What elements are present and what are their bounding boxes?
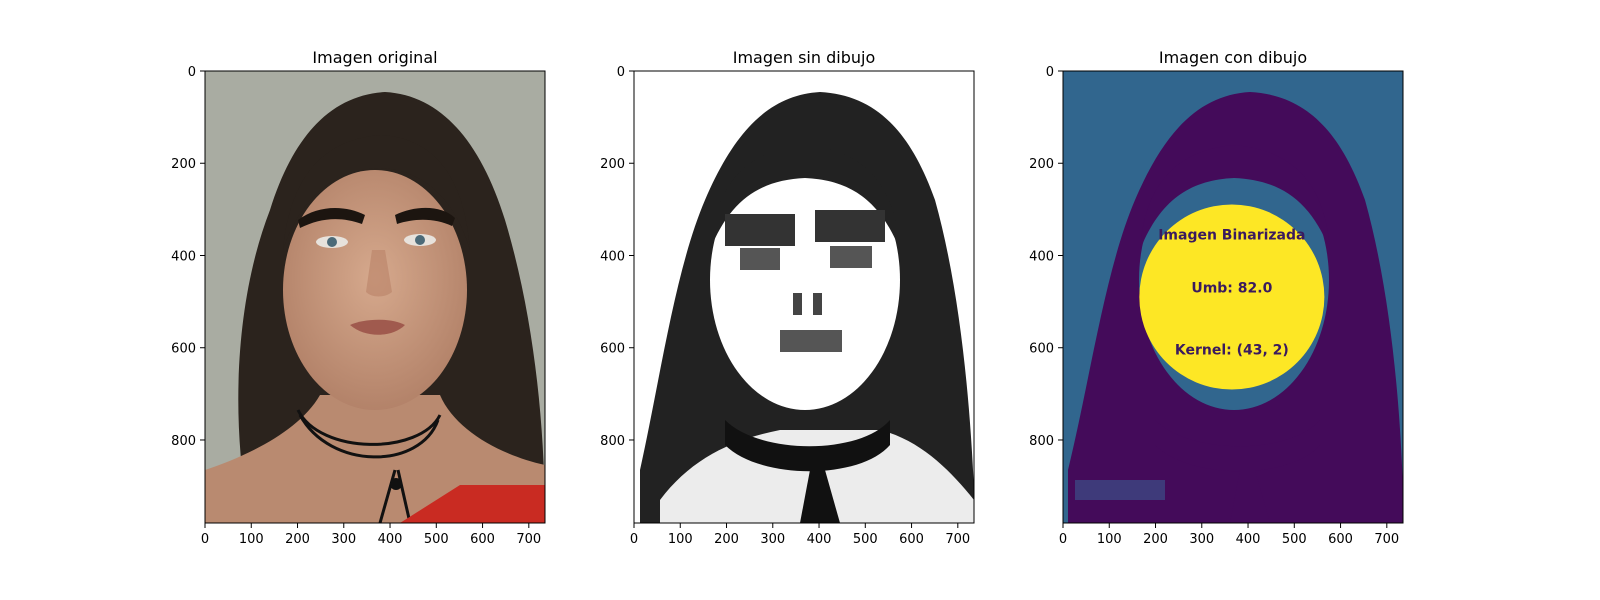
y-tick-label: 800 xyxy=(171,434,196,449)
x-tick-label: 0 xyxy=(1059,532,1067,547)
panel-title-viridis: Imagen con dibujo xyxy=(1159,48,1307,67)
y-tick-label: 400 xyxy=(1029,249,1054,264)
xaxis-viridis: 0 100 200 300 400 500 600 700 xyxy=(1059,523,1399,547)
y-tick-label: 0 xyxy=(617,65,625,80)
y-tick-label: 800 xyxy=(600,434,625,449)
x-tick-label: 300 xyxy=(331,532,356,547)
y-tick-label: 0 xyxy=(188,65,196,80)
threshold-circle xyxy=(1139,204,1325,390)
y-tick-label: 600 xyxy=(171,342,196,357)
panel-original: Imagen original xyxy=(171,48,546,547)
x-tick-label: 200 xyxy=(1143,532,1168,547)
x-tick-label: 600 xyxy=(899,532,924,547)
x-tick-label: 400 xyxy=(378,532,403,547)
x-tick-label: 600 xyxy=(470,532,495,547)
x-tick-label: 700 xyxy=(1374,532,1399,547)
x-tick-label: 400 xyxy=(807,532,832,547)
x-tick-label: 600 xyxy=(1328,532,1353,547)
x-tick-label: 500 xyxy=(853,532,878,547)
x-tick-label: 0 xyxy=(630,532,638,547)
x-tick-label: 500 xyxy=(424,532,449,547)
overlay-text-title: Imagen Binarizada xyxy=(1158,227,1305,243)
viridis-image: Imagen Binarizada Umb: 82.0 Kernel: (43, 2… xyxy=(1063,71,1403,523)
x-tick-label: 400 xyxy=(1236,532,1261,547)
y-tick-label: 200 xyxy=(1029,157,1054,172)
x-tick-label: 500 xyxy=(1282,532,1307,547)
yaxis-viridis: 0 200 400 600 800 xyxy=(1029,65,1063,449)
x-tick-label: 100 xyxy=(239,532,264,547)
panel-title-gray: Imagen sin dibujo xyxy=(733,48,875,67)
panel-title-original: Imagen original xyxy=(312,48,437,67)
original-image xyxy=(205,71,545,523)
y-tick-label: 400 xyxy=(171,249,196,264)
x-tick-label: 700 xyxy=(516,532,541,547)
gray-image xyxy=(634,71,974,523)
x-tick-label: 200 xyxy=(285,532,310,547)
yaxis-gray: 0 200 400 600 800 xyxy=(600,65,634,449)
overlay-text-threshold: Umb: 82.0 xyxy=(1191,280,1272,296)
y-tick-label: 600 xyxy=(600,342,625,357)
y-tick-label: 200 xyxy=(171,157,196,172)
y-tick-label: 0 xyxy=(1046,65,1054,80)
xaxis-gray: 0 100 200 300 400 500 600 700 xyxy=(630,523,970,547)
x-tick-label: 700 xyxy=(945,532,970,547)
x-tick-label: 100 xyxy=(668,532,693,547)
x-tick-label: 300 xyxy=(1189,532,1214,547)
x-tick-label: 0 xyxy=(201,532,209,547)
y-tick-label: 400 xyxy=(600,249,625,264)
threshold-circle-shape xyxy=(1139,204,1325,390)
y-tick-label: 800 xyxy=(1029,434,1054,449)
y-tick-label: 200 xyxy=(600,157,625,172)
overlay-text-kernel: Kernel: (43, 2) xyxy=(1175,343,1289,359)
yaxis-original: 0 200 400 600 800 xyxy=(171,65,205,449)
panel-gray: Imagen sin dibujo 0 100 200 300 400 500 600 700… xyxy=(600,48,975,547)
x-tick-label: 100 xyxy=(1097,532,1122,547)
y-tick-label: 600 xyxy=(1029,342,1054,357)
xaxis-original: 0 100 200 300 400 500 600 700 xyxy=(201,523,541,547)
x-tick-label: 200 xyxy=(714,532,739,547)
x-tick-label: 300 xyxy=(760,532,785,547)
panel-viridis: Imagen con dibujo Imagen Binarizada Umb: … xyxy=(1029,48,1404,547)
